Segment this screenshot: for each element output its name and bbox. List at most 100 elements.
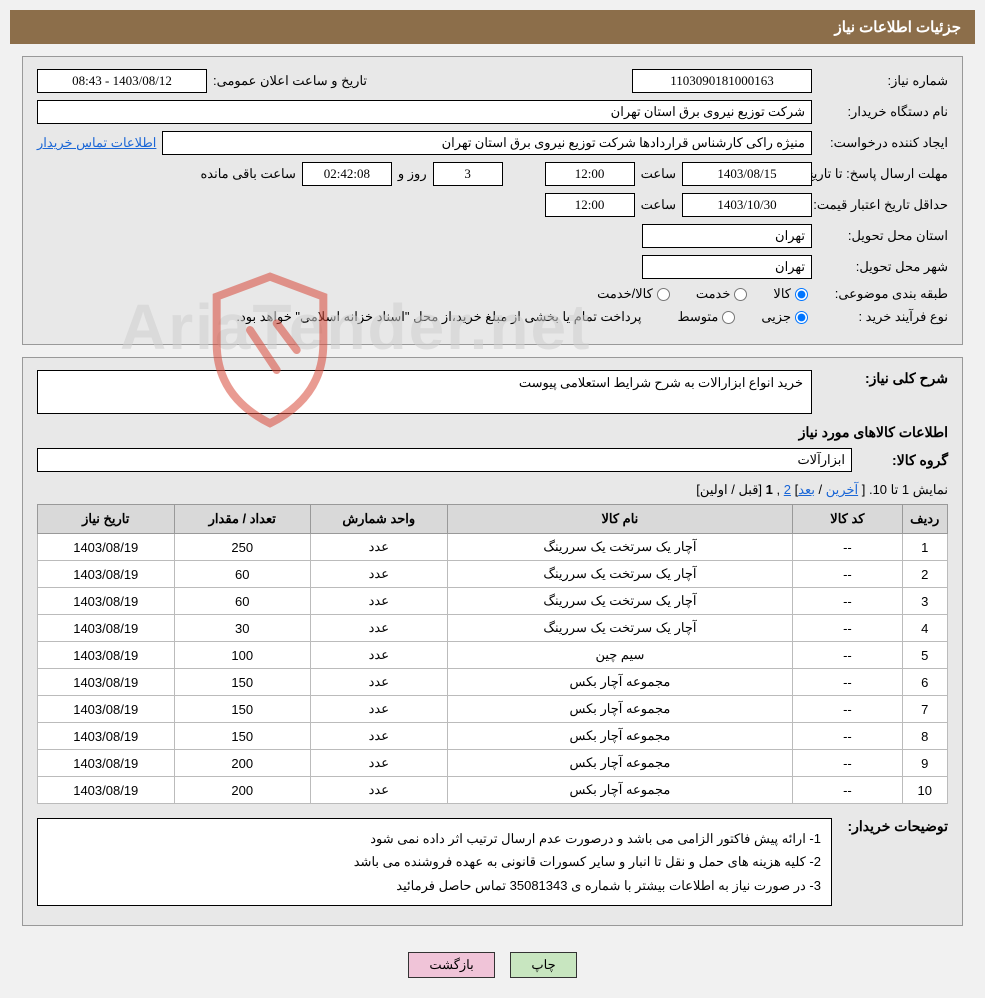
delivery-city-field — [642, 255, 812, 279]
table-row: 8--مجموعه آچار بکسعدد1501403/08/19 — [38, 723, 948, 750]
table-cell: 1403/08/19 — [38, 534, 175, 561]
validity-date-field — [682, 193, 812, 217]
table-cell: 10 — [902, 777, 948, 804]
table-cell: 1403/08/19 — [38, 561, 175, 588]
pt-medium-radio[interactable] — [722, 311, 735, 324]
table-cell: 1 — [902, 534, 948, 561]
table-cell: 150 — [174, 696, 311, 723]
table-cell: عدد — [311, 777, 448, 804]
remain-label: ساعت باقی مانده — [200, 166, 295, 182]
days-remain-field — [433, 162, 503, 186]
table-cell: آچار یک سرتخت یک سررینگ — [447, 588, 793, 615]
items-table: ردیفکد کالانام کالاواحد شمارشتعداد / مقد… — [37, 504, 948, 804]
deadline-label: مهلت ارسال پاسخ: تا تاریخ: — [818, 166, 948, 183]
buyer-org-label: نام دستگاه خریدار: — [818, 104, 948, 120]
days-and-label: روز و — [398, 166, 427, 182]
cat-goods-label: کالا — [773, 286, 791, 302]
notes-label: توضیحات خریدار: — [838, 818, 948, 835]
table-cell: 60 — [174, 561, 311, 588]
table-cell: -- — [793, 642, 902, 669]
table-header: واحد شمارش — [311, 505, 448, 534]
table-row: 6--مجموعه آچار بکسعدد1501403/08/19 — [38, 669, 948, 696]
table-cell: -- — [793, 669, 902, 696]
pg-2[interactable]: 2 — [784, 482, 791, 497]
purchase-note: پرداخت تمام یا بخشی از مبلغ خرید،از محل … — [236, 309, 641, 325]
table-cell: 9 — [902, 750, 948, 777]
back-button[interactable]: بازگشت — [408, 952, 494, 978]
table-row: 5--سیم چینعدد1001403/08/19 — [38, 642, 948, 669]
table-cell: -- — [793, 723, 902, 750]
validity-time-label: ساعت — [641, 197, 676, 213]
items-header: اطلاعات کالاهای مورد نیاز — [799, 424, 948, 441]
pg-comma: , — [777, 482, 784, 497]
category-label: طبقه بندی موضوعی: — [818, 286, 948, 302]
cat-goods-service-radio[interactable] — [657, 288, 670, 301]
pg-last[interactable]: آخرین — [826, 482, 858, 497]
pt-partial-radio[interactable] — [795, 311, 808, 324]
deadline-time-label: ساعت — [641, 166, 676, 182]
table-cell: مجموعه آچار بکس — [447, 750, 793, 777]
need-desc-label: شرح کلی نیاز: — [818, 370, 948, 387]
deadline-time-field — [545, 162, 635, 186]
validity-label: حداقل تاریخ اعتبار قیمت: تا تاریخ: — [818, 197, 948, 214]
table-cell: -- — [793, 696, 902, 723]
note-line-1: 1- ارائه پیش فاکتور الزامی می باشد و درص… — [48, 827, 821, 850]
table-row: 7--مجموعه آچار بکسعدد1501403/08/19 — [38, 696, 948, 723]
validity-time-field — [545, 193, 635, 217]
table-cell: 100 — [174, 642, 311, 669]
table-cell: -- — [793, 750, 902, 777]
table-cell: آچار یک سرتخت یک سررینگ — [447, 561, 793, 588]
cat-service-radio[interactable] — [734, 288, 747, 301]
table-cell: 30 — [174, 615, 311, 642]
table-cell: عدد — [311, 696, 448, 723]
need-no-field — [632, 69, 812, 93]
delivery-prov-label: استان محل تحویل: — [818, 228, 948, 244]
pg-first: اولین — [700, 482, 728, 497]
table-cell: عدد — [311, 561, 448, 588]
table-cell: 150 — [174, 723, 311, 750]
buyer-org-field — [37, 100, 812, 124]
pg-next[interactable]: بعد — [798, 482, 815, 497]
table-cell: 1403/08/19 — [38, 696, 175, 723]
buyer-contact-link[interactable]: اطلاعات تماس خریدار — [37, 135, 156, 151]
cat-goods-radio[interactable] — [795, 288, 808, 301]
table-cell: آچار یک سرتخت یک سررینگ — [447, 534, 793, 561]
cat-goods-service-label: کالا/خدمت — [597, 286, 653, 302]
table-cell: 7 — [902, 696, 948, 723]
table-cell: عدد — [311, 534, 448, 561]
time-remain-field — [302, 162, 392, 186]
table-cell: -- — [793, 615, 902, 642]
table-cell: مجموعه آچار بکس — [447, 669, 793, 696]
need-desc-field — [37, 370, 812, 414]
table-cell: 1403/08/19 — [38, 669, 175, 696]
table-cell: 150 — [174, 669, 311, 696]
table-cell: 8 — [902, 723, 948, 750]
table-cell: -- — [793, 561, 902, 588]
table-cell: -- — [793, 588, 902, 615]
notes-box: 1- ارائه پیش فاکتور الزامی می باشد و درص… — [37, 818, 832, 906]
pg-sep4: / — [728, 482, 739, 497]
table-cell: عدد — [311, 615, 448, 642]
pg-sep1: / — [815, 482, 826, 497]
table-row: 9--مجموعه آچار بکسعدد2001403/08/19 — [38, 750, 948, 777]
table-cell: مجموعه آچار بکس — [447, 696, 793, 723]
table-cell: عدد — [311, 723, 448, 750]
table-cell: 60 — [174, 588, 311, 615]
table-cell: آچار یک سرتخت یک سررینگ — [447, 615, 793, 642]
table-cell: 1403/08/19 — [38, 588, 175, 615]
print-button[interactable]: چاپ — [510, 952, 576, 978]
page-title: جزئیات اطلاعات نیاز — [10, 10, 975, 44]
group-field — [37, 448, 852, 472]
cat-service-label: خدمت — [696, 286, 731, 302]
pg-prefix: نمایش 1 تا 10. [ — [858, 482, 948, 497]
footer-buttons: چاپ بازگشت — [0, 938, 985, 998]
delivery-prov-field — [642, 224, 812, 248]
table-cell: عدد — [311, 669, 448, 696]
table-cell: مجموعه آچار بکس — [447, 777, 793, 804]
table-header: نام کالا — [447, 505, 793, 534]
details-panel: شماره نیاز: تاریخ و ساعت اعلان عمومی: نا… — [22, 56, 963, 345]
table-cell: 1403/08/19 — [38, 777, 175, 804]
table-header: ردیف — [902, 505, 948, 534]
table-header: تعداد / مقدار — [174, 505, 311, 534]
requester-field — [162, 131, 812, 155]
